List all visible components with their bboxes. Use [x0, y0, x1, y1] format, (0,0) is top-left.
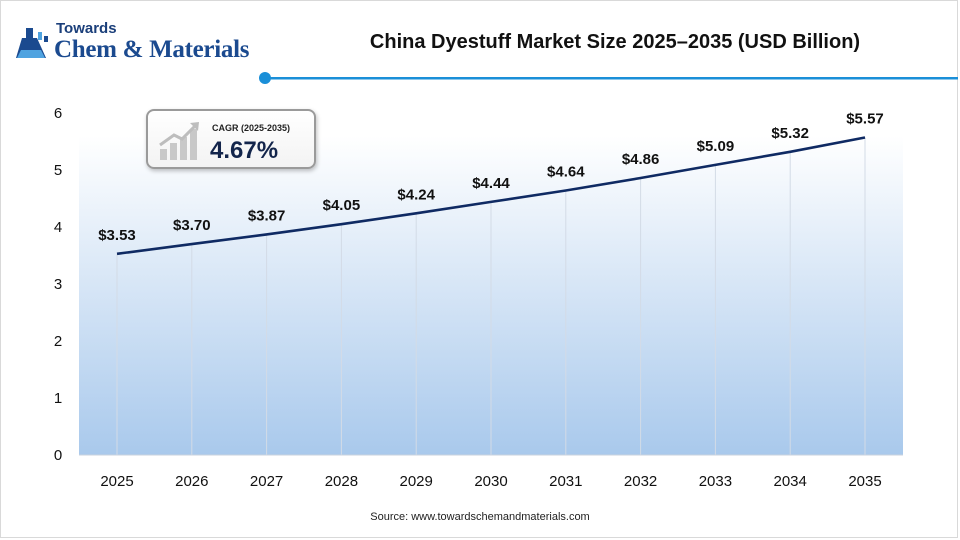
x-tick-label: 2028: [325, 473, 358, 490]
x-tick-label: 2026: [175, 473, 208, 490]
x-tick-label: 2033: [699, 473, 732, 490]
y-tick-label: 0: [54, 447, 62, 464]
y-tick-label: 4: [54, 219, 62, 236]
x-tick-label: 2025: [100, 473, 133, 490]
data-label: $5.09: [697, 138, 735, 155]
chart-title: China Dyestuff Market Size 2025–2035 (US…: [369, 31, 861, 53]
logo-main-text: Chem & Materials: [54, 36, 250, 63]
x-tick-label: 2032: [624, 473, 657, 490]
data-label: $4.86: [622, 151, 660, 168]
x-tick-label: 2034: [774, 473, 807, 490]
x-tick-label: 2030: [474, 473, 507, 490]
data-label: $4.64: [547, 164, 585, 181]
x-tick-label: 2035: [848, 473, 881, 490]
logo: Towards Chem & Materials: [16, 20, 256, 68]
cagr-box: CAGR (2025-2035) 4.67%: [146, 109, 316, 169]
y-tick-label: 3: [54, 276, 62, 293]
growth-bars-icon: [159, 122, 199, 160]
flask-icon: [16, 28, 48, 58]
data-label: $4.24: [397, 186, 435, 203]
data-label: $3.87: [248, 207, 286, 224]
x-tick-label: 2027: [250, 473, 283, 490]
series-line: [116, 136, 866, 256]
data-label: $3.70: [173, 217, 211, 234]
y-tick-label: 1: [54, 390, 62, 407]
data-label: $3.53: [98, 227, 136, 244]
data-label: $4.05: [323, 197, 361, 214]
source-note: Source: www.towardschemandmaterials.com: [370, 511, 590, 523]
logo-top-text: Towards: [56, 20, 117, 37]
y-tick-label: 5: [54, 162, 62, 179]
y-tick-label: 2: [54, 333, 62, 350]
cagr-value: 4.67%: [210, 137, 279, 164]
data-label: $4.44: [472, 175, 510, 192]
y-tick-label: 6: [54, 105, 62, 122]
x-tick-label: 2029: [400, 473, 433, 490]
cagr-label: CAGR (2025-2035): [212, 123, 291, 133]
title-rule: [259, 72, 958, 84]
data-label: $5.57: [846, 111, 884, 128]
x-tick-label: 2031: [549, 473, 582, 490]
data-label: $5.32: [771, 125, 809, 142]
